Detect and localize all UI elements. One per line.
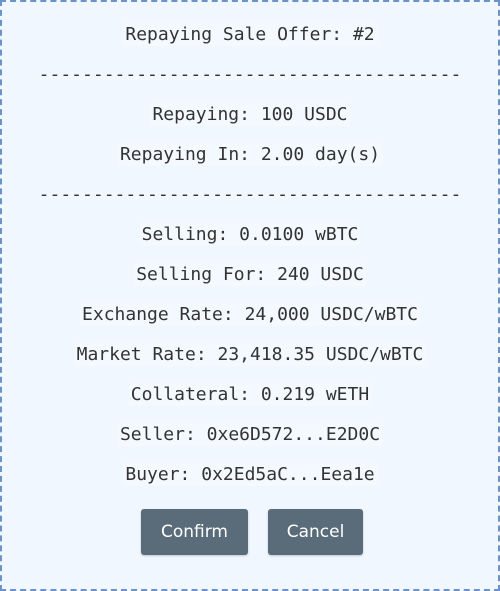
repaying-amount: Repaying: 100 USDC — [2, 103, 498, 127]
dialog-title: Repaying Sale Offer: #2 — [2, 23, 498, 47]
separator-middle: --------------------------------------- — [38, 184, 462, 205]
collateral: Collateral: 0.219 wETH — [2, 383, 498, 407]
seller-address-text: Seller: 0xe6D572...E2D0C — [117, 423, 383, 446]
confirm-button[interactable]: Confirm — [141, 509, 248, 555]
repaying-in: Repaying In: 2.00 day(s) — [2, 143, 498, 167]
buyer-address: Buyer: 0x2Ed5aC...Eea1e — [2, 463, 498, 487]
market-rate: Market Rate: 23,418.35 USDC/wBTC — [2, 343, 498, 367]
separator-top: --------------------------------------- — [38, 64, 462, 85]
market-rate-text: Market Rate: 23,418.35 USDC/wBTC — [74, 343, 426, 366]
repaying-amount-text: Repaying: 100 USDC — [150, 103, 350, 126]
selling-for-text: Selling For: 240 USDC — [134, 263, 366, 286]
buyer-address-text: Buyer: 0x2Ed5aC...Eea1e — [123, 463, 377, 486]
selling-for: Selling For: 240 USDC — [2, 263, 498, 287]
exchange-rate: Exchange Rate: 24,000 USDC/wBTC — [2, 303, 498, 327]
collateral-text: Collateral: 0.219 wETH — [128, 383, 372, 406]
dialog-title-text: Repaying Sale Offer: #2 — [123, 23, 377, 46]
seller-address: Seller: 0xe6D572...E2D0C — [2, 423, 498, 447]
selling-amount-text: Selling: 0.0100 wBTC — [139, 223, 361, 246]
exchange-rate-text: Exchange Rate: 24,000 USDC/wBTC — [80, 303, 420, 326]
selling-amount: Selling: 0.0100 wBTC — [2, 223, 498, 247]
repaying-in-text: Repaying In: 2.00 day(s) — [117, 143, 383, 166]
cancel-button[interactable]: Cancel — [268, 509, 363, 555]
